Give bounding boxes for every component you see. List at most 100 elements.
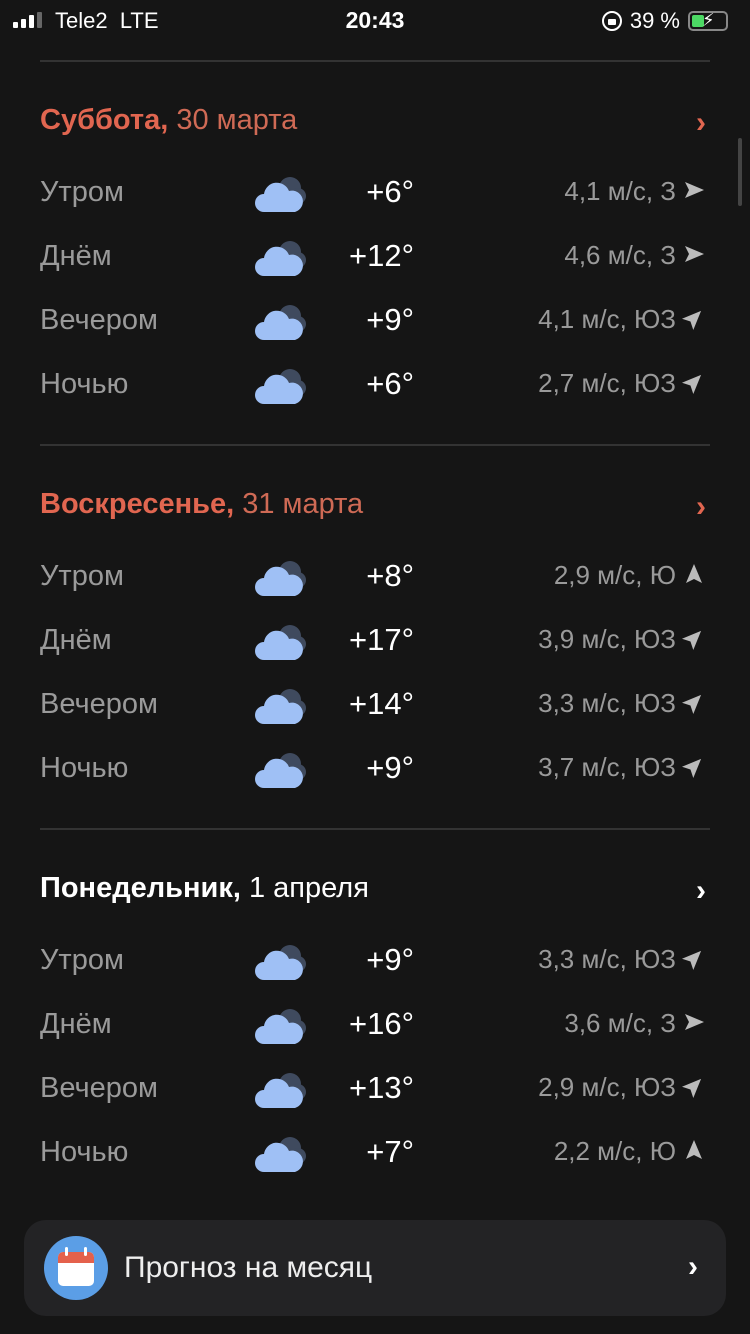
day-part: Днём bbox=[40, 624, 112, 656]
day-part: Утром bbox=[40, 944, 124, 976]
wind: 3,3 м/с, ЮЗ bbox=[538, 944, 676, 974]
wind: 2,9 м/с, ЮЗ bbox=[538, 1072, 676, 1102]
temperature: +17° bbox=[349, 622, 414, 657]
temperature: +14° bbox=[349, 686, 414, 721]
wind: 4,1 м/с, ЮЗ bbox=[538, 304, 676, 334]
cloudy-icon bbox=[254, 558, 310, 598]
day-part: Ночью bbox=[40, 752, 129, 784]
cloudy-icon bbox=[254, 1134, 310, 1174]
wind-direction-icon bbox=[681, 690, 706, 715]
forecast-row: Вечером +13° 2,9 м/с, ЮЗ bbox=[0, 1058, 750, 1122]
temperature: +9° bbox=[366, 942, 414, 977]
signal-icon bbox=[13, 12, 42, 28]
cloudy-icon bbox=[254, 1070, 310, 1110]
carrier: Tele2 LTE bbox=[55, 8, 159, 34]
calendar-icon bbox=[44, 1236, 108, 1300]
forecast-row: Ночью +7° 2,2 м/с, Ю bbox=[0, 1122, 750, 1186]
date: 1 апреля bbox=[248, 872, 369, 904]
day-part: Утром bbox=[40, 176, 124, 208]
day-part: Ночью bbox=[40, 368, 129, 400]
carrier-name: Tele2 bbox=[55, 8, 108, 33]
day-part: Днём bbox=[40, 1008, 112, 1040]
cloudy-icon bbox=[254, 238, 310, 278]
wind: 3,6 м/с, З bbox=[564, 1008, 676, 1038]
wind-direction-icon bbox=[681, 754, 706, 779]
wind: 4,1 м/с, З bbox=[564, 176, 676, 206]
day-part: Вечером bbox=[40, 1072, 158, 1104]
section-divider bbox=[40, 60, 710, 62]
temperature: +6° bbox=[366, 174, 414, 209]
section-divider bbox=[40, 444, 710, 446]
temperature: +6° bbox=[366, 366, 414, 401]
forecast-row: Вечером +9° 4,1 м/с, ЮЗ bbox=[0, 290, 750, 354]
forecast-row: Утром +8° 2,9 м/с, Ю bbox=[0, 546, 750, 610]
wind: 2,9 м/с, Ю bbox=[553, 560, 676, 590]
cloudy-icon bbox=[254, 942, 310, 982]
forecast-row: Днём +17° 3,9 м/с, ЮЗ bbox=[0, 610, 750, 674]
wind-direction-icon bbox=[681, 370, 706, 395]
cloudy-icon bbox=[254, 1006, 310, 1046]
section-divider bbox=[40, 828, 710, 830]
day-header[interactable]: Воскресенье, 31 марта bbox=[40, 488, 363, 521]
forecast-row: Вечером +14° 3,3 м/с, ЮЗ bbox=[0, 674, 750, 738]
day-header[interactable]: Суббота, 30 марта bbox=[40, 104, 297, 137]
forecast-row: Днём +12° 4,6 м/с, З bbox=[0, 226, 750, 290]
day-section: Воскресенье, 31 марта › Утром +8° 2,9 м/с, Ю… bbox=[0, 444, 750, 828]
wind-direction-icon bbox=[682, 1138, 706, 1162]
forecast-row: Утром +9° 3,3 м/с, ЮЗ bbox=[0, 930, 750, 994]
battery-percent: 39 % bbox=[629, 8, 680, 33]
temperature: +12° bbox=[349, 238, 414, 273]
cloudy-icon bbox=[254, 366, 310, 406]
day-part: Утром bbox=[40, 560, 124, 592]
wind-direction-icon bbox=[681, 306, 706, 331]
wind-direction-icon bbox=[681, 626, 706, 651]
cloudy-icon bbox=[254, 686, 310, 726]
weekday: Воскресенье, bbox=[40, 488, 235, 520]
forecast-row: Днём +16° 3,6 м/с, З bbox=[0, 994, 750, 1058]
temperature: +8° bbox=[366, 558, 414, 593]
day-header[interactable]: Понедельник, 1 апреля bbox=[40, 872, 369, 905]
cloudy-icon bbox=[254, 622, 310, 662]
temperature: +13° bbox=[349, 1070, 414, 1105]
weekday: Суббота, bbox=[40, 104, 169, 136]
scrollbar[interactable] bbox=[738, 138, 742, 206]
day-section: Понедельник, 1 апреля › Утром +9° 3,3 м/с, Ю… bbox=[0, 828, 750, 1212]
chevron-right-icon[interactable]: › bbox=[696, 490, 706, 523]
wind-direction-icon bbox=[682, 1010, 706, 1034]
chevron-right-icon[interactable]: › bbox=[696, 874, 706, 907]
day-part: Ночью bbox=[40, 1136, 129, 1168]
status-bar: Tele2 LTE 20:43 39 % ⚡ bbox=[0, 0, 750, 44]
date: 31 марта bbox=[242, 488, 364, 520]
wind: 3,9 м/с, ЮЗ bbox=[538, 624, 676, 654]
wind: 2,7 м/с, ЮЗ bbox=[538, 368, 676, 398]
clock: 20:43 bbox=[345, 7, 405, 33]
day-part: Вечером bbox=[40, 304, 158, 336]
wind: 2,2 м/с, Ю bbox=[553, 1136, 676, 1166]
wind-direction-icon bbox=[682, 562, 706, 586]
forecast-row: Ночью +6° 2,7 м/с, ЮЗ bbox=[0, 354, 750, 418]
wind: 4,6 м/с, З bbox=[564, 240, 676, 270]
cloudy-icon bbox=[254, 750, 310, 790]
month-forecast-button[interactable]: Прогноз на месяц › bbox=[24, 1220, 726, 1316]
chevron-right-icon: › bbox=[688, 1250, 698, 1283]
day-part: Вечером bbox=[40, 688, 158, 720]
rotation-lock-icon bbox=[601, 11, 622, 31]
battery-icon: ⚡ bbox=[688, 10, 728, 31]
month-forecast-label: Прогноз на месяц bbox=[124, 1251, 373, 1284]
temperature: +7° bbox=[366, 1134, 414, 1169]
wind-direction-icon bbox=[681, 1074, 706, 1099]
cloudy-icon bbox=[254, 174, 310, 214]
cloudy-icon bbox=[254, 302, 310, 342]
date: 30 марта bbox=[176, 104, 298, 136]
forecast-row: Ночью +9° 3,7 м/с, ЮЗ bbox=[0, 738, 750, 802]
wind: 3,3 м/с, ЮЗ bbox=[538, 688, 676, 718]
wind-direction-icon bbox=[682, 178, 706, 202]
temperature: +9° bbox=[366, 302, 414, 337]
network-type: LTE bbox=[119, 8, 159, 33]
temperature: +9° bbox=[366, 750, 414, 785]
day-part: Днём bbox=[40, 240, 112, 272]
temperature: +16° bbox=[349, 1006, 414, 1041]
chevron-right-icon[interactable]: › bbox=[696, 106, 706, 139]
forecast-row: Утром +6° 4,1 м/с, З bbox=[0, 162, 750, 226]
wind-direction-icon bbox=[681, 946, 706, 971]
